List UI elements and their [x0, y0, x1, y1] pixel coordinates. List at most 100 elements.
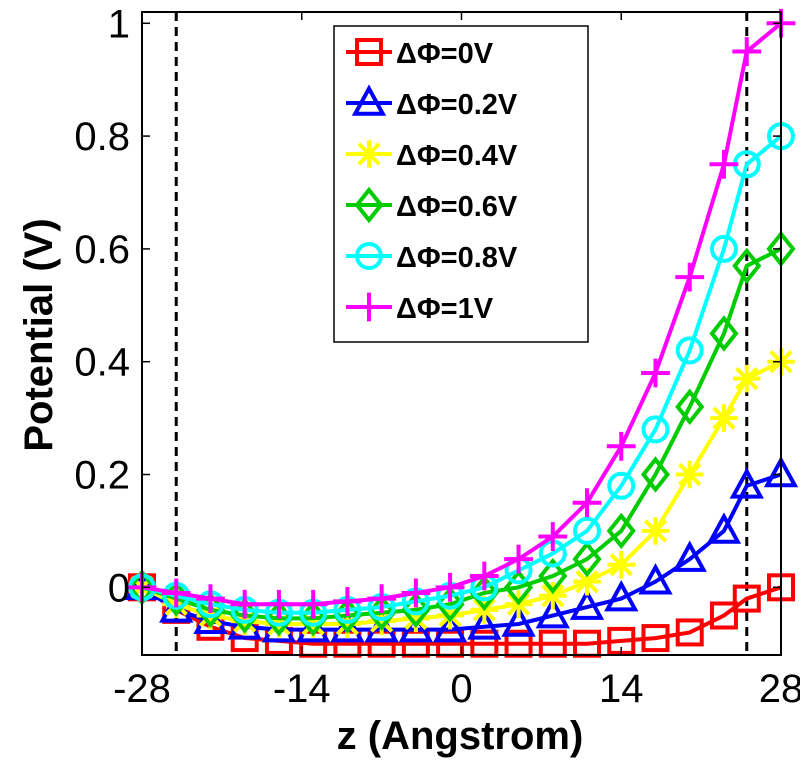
legend-item-3: ΔΦ=0.4V: [346, 140, 518, 172]
data-point-triangle: [729, 467, 764, 499]
data-point-triangle: [638, 563, 673, 595]
data-point-asterisk: [538, 581, 567, 610]
legend-item-6: ΔΦ=1V: [346, 292, 494, 325]
data-point-plus: [435, 572, 465, 602]
y-tick-label: 0.8: [74, 115, 130, 159]
legend-label: ΔΦ=0.2V: [396, 89, 518, 121]
x-axis-tick-labels: -28 -14 0 14 28: [113, 667, 800, 711]
data-point-diamond: [675, 388, 705, 426]
data-point-diamond: [572, 540, 602, 578]
data-point-diamond: [401, 591, 431, 629]
legend-label: ΔΦ=0.4V: [396, 140, 518, 172]
data-point-asterisk: [675, 460, 704, 489]
data-point-square: [709, 601, 738, 630]
data-point-plus: [161, 578, 191, 608]
legend: ΔΦ=0V ΔΦ=0.2V ΔΦ=0.4V ΔΦ=0.6V ΔΦ=0.8V ΔΦ=1V: [333, 25, 589, 343]
data-point-circle: [641, 415, 670, 444]
data-point-triangle: [604, 580, 639, 612]
data-point-asterisk: [607, 550, 636, 579]
data-point-triangle: [569, 588, 605, 620]
data-point-asterisk: [402, 604, 430, 633]
legend-marker-square: [355, 38, 383, 66]
data-point-plus: [196, 584, 225, 613]
data-point-circle: [709, 234, 738, 263]
data-point-plus: [504, 544, 533, 574]
series-line: [141, 134, 783, 615]
data-point-diamond: [503, 569, 534, 606]
reference-lines: [174, 12, 749, 655]
legend-label: ΔΦ=1V: [396, 293, 494, 325]
x-tick-label: 28: [759, 667, 800, 711]
x-tick-label: 14: [599, 667, 644, 711]
legend-label: ΔΦ=0V: [396, 38, 494, 70]
data-point-plus: [709, 149, 739, 179]
data-point-plus: [469, 561, 499, 591]
legend-marker-asterisk: [355, 140, 383, 168]
data-point-triangle: [535, 596, 570, 629]
data-point-plus: [641, 358, 670, 388]
data-point-plus: [538, 522, 568, 551]
legend-item-2: ΔΦ=0.2V: [346, 84, 518, 121]
legend-marker-circle: [355, 242, 383, 270]
data-point-plus: [732, 37, 762, 66]
y-axis-tick-labels: 0 0.2 0.4 0.6 0.8 1: [74, 2, 130, 610]
data-point-plus: [675, 262, 705, 292]
series-line: [141, 247, 782, 621]
legend-label: ΔΦ=0.8V: [396, 242, 518, 274]
y-tick-label: 0.4: [74, 341, 130, 385]
data-point-asterisk: [367, 607, 396, 635]
data-point-diamond: [435, 586, 465, 623]
data-point-square: [732, 584, 761, 613]
data-point-plus: [401, 578, 431, 608]
data-point-diamond: [606, 512, 636, 550]
data-point-circle: [675, 336, 704, 365]
data-point-plus: [572, 488, 602, 518]
y-tick-label: 0.6: [74, 228, 130, 272]
data-point-asterisk: [333, 610, 362, 638]
y-tick-label: 0.2: [74, 454, 130, 498]
data-point-asterisk: [436, 601, 464, 630]
legend-marker-plus: [354, 292, 384, 322]
data-point-plus: [367, 584, 397, 613]
data-point-circle: [573, 516, 602, 545]
data-point-triangle: [432, 611, 468, 643]
x-tick-label: -14: [273, 667, 331, 711]
data-point-square: [641, 624, 670, 653]
legend-box: [333, 25, 589, 343]
data-point-plus: [606, 431, 636, 461]
data-point-square: [675, 618, 704, 647]
y-tick-label: 0: [108, 566, 130, 610]
data-point-plus: [230, 589, 260, 619]
series-layer: [124, 8, 799, 658]
data-point-plus: [298, 589, 328, 619]
data-point-plus: [264, 589, 294, 619]
legend-marker-diamond: [354, 186, 384, 224]
legend-marker-triangle: [351, 84, 387, 116]
legend-item-4: ΔΦ=0.6V: [346, 186, 518, 224]
data-point-triangle: [330, 611, 365, 643]
data-point-asterisk: [641, 517, 670, 545]
x-axis-label: z (Angstrom): [337, 714, 584, 758]
legend-item-5: ΔΦ=0.8V: [346, 242, 518, 274]
data-point-triangle: [706, 512, 742, 544]
data-point-asterisk: [732, 364, 761, 393]
data-point-triangle: [672, 540, 707, 572]
x-tick-label: -28: [113, 667, 171, 711]
y-tick-label: 1: [108, 2, 130, 46]
y-axis-label: Potential (V): [17, 218, 61, 451]
series-6: [127, 8, 796, 619]
data-point-circle: [607, 471, 636, 500]
data-point-diamond: [732, 247, 762, 285]
data-point-asterisk: [710, 404, 738, 432]
legend-label: ΔΦ=0.6V: [396, 191, 518, 223]
legend-item-1: ΔΦ=0V: [346, 38, 494, 70]
data-point-triangle: [501, 605, 536, 637]
data-point-diamond: [538, 557, 568, 595]
data-point-diamond: [640, 456, 671, 493]
data-point-asterisk: [573, 567, 601, 596]
data-point-plus: [332, 587, 362, 616]
data-point-diamond: [709, 315, 739, 352]
axis-ticks: [141, 12, 782, 655]
data-point-triangle: [467, 608, 502, 640]
